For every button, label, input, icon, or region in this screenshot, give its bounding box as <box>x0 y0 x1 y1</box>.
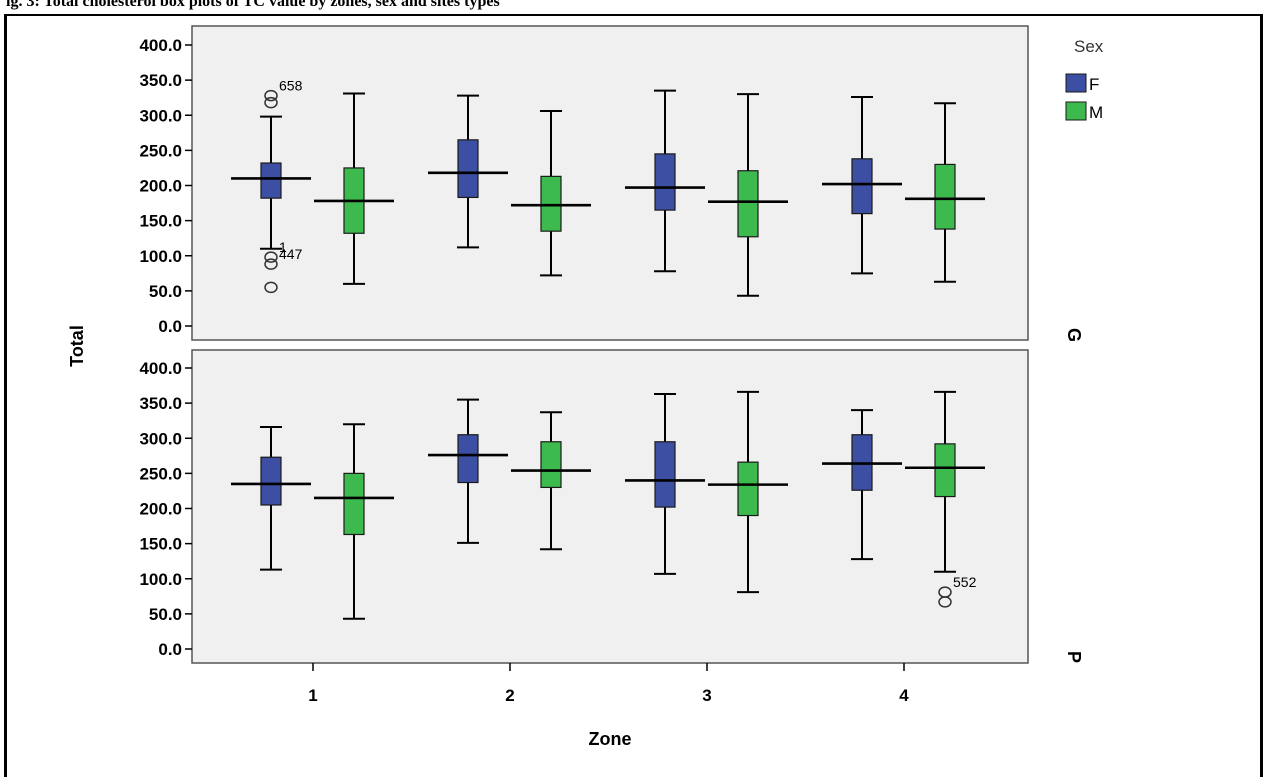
box-f <box>457 139 479 199</box>
legend-title: Sex <box>1074 37 1104 56</box>
y-tick-label: 150.0 <box>139 535 182 554</box>
outlier-point <box>264 281 278 294</box>
panel-G-background <box>191 25 1029 341</box>
y-tick-label: 400.0 <box>139 359 182 378</box>
panel-label-G: G <box>1064 328 1084 342</box>
x-tick-label: 4 <box>899 686 909 705</box>
box-f <box>654 441 676 508</box>
legend-label: F <box>1089 75 1099 94</box>
y-tick-label: 250.0 <box>139 141 182 160</box>
y-tick-label: 100.0 <box>139 570 182 589</box>
outlier-point <box>938 596 952 608</box>
outlier-label: 1 <box>279 239 287 255</box>
y-tick-label: 100.0 <box>139 247 182 266</box>
panel-P-background <box>191 349 1029 664</box>
outlier-point <box>264 96 278 109</box>
figure-caption: ig. 3: Total cholesterol box plots of TC… <box>6 0 500 10</box>
x-tick-label: 1 <box>308 686 317 705</box>
y-tick-label: 0.0 <box>158 317 182 336</box>
box-f <box>260 456 282 506</box>
outlier-point <box>264 258 278 270</box>
box-f <box>654 153 676 211</box>
x-tick-label: 3 <box>702 686 711 705</box>
panel-label-P: P <box>1064 651 1084 663</box>
y-tick-label: 50.0 <box>149 282 182 301</box>
outlier-label: 552 <box>953 574 977 590</box>
x-tick-label: 2 <box>505 686 514 705</box>
y-tick-label: 350.0 <box>139 71 182 90</box>
outlier-label: 658 <box>279 78 303 94</box>
box-f <box>851 158 873 215</box>
box-m <box>343 472 365 536</box>
y-axis-title: Total <box>67 325 87 367</box>
y-tick-label: 0.0 <box>158 640 182 659</box>
legend-swatch-f <box>1065 73 1087 93</box>
y-tick-label: 150.0 <box>139 212 182 231</box>
y-tick-label: 200.0 <box>139 177 182 196</box>
box-m <box>934 163 956 230</box>
y-tick-label: 300.0 <box>139 106 182 125</box>
y-tick-label: 50.0 <box>149 605 182 624</box>
box-m <box>540 175 562 232</box>
box-m <box>934 443 956 498</box>
legend-label: M <box>1089 103 1103 122</box>
box-m <box>737 170 759 238</box>
y-tick-label: 300.0 <box>139 429 182 448</box>
figure-frame <box>4 14 1263 777</box>
y-tick-label: 250.0 <box>139 464 182 483</box>
outlier-label: 447 <box>279 246 303 262</box>
y-tick-label: 400.0 <box>139 36 182 55</box>
outlier-point <box>264 89 278 102</box>
x-axis-title: Zone <box>589 729 632 749</box>
box-m <box>540 441 562 489</box>
box-m <box>737 461 759 517</box>
box-f <box>260 162 282 199</box>
legend-swatch-m <box>1065 101 1087 121</box>
outlier-point <box>264 251 278 263</box>
y-tick-label: 350.0 <box>139 394 182 413</box>
y-tick-label: 200.0 <box>139 500 182 519</box>
box-f <box>457 434 479 484</box>
